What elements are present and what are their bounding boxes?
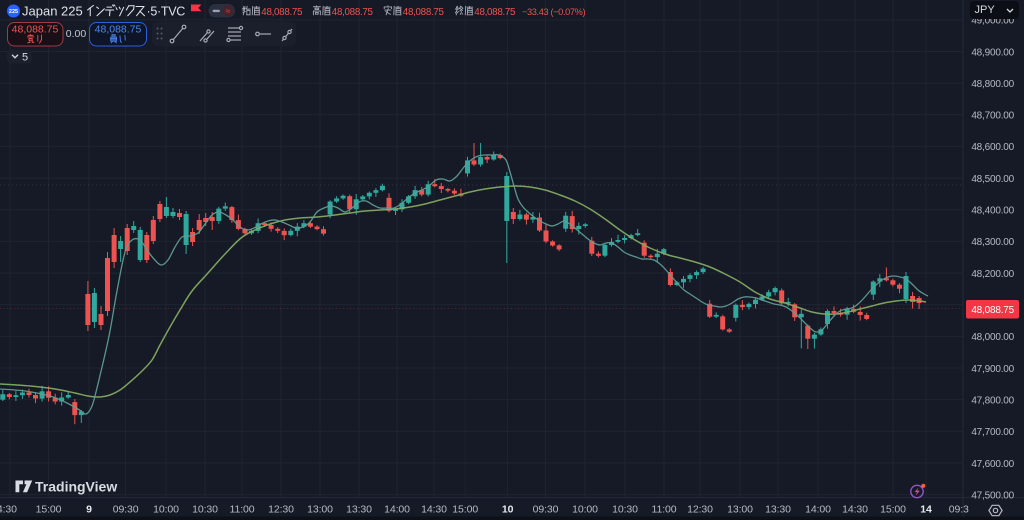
svg-text:14: 14 — [920, 504, 932, 516]
svg-text:≈: ≈ — [226, 6, 231, 16]
svg-text:−33.43 (−0.07%): −33.43 (−0.07%) — [522, 7, 585, 17]
svg-text:10:00: 10:00 — [153, 504, 179, 516]
svg-text:14:30: 14:30 — [0, 504, 17, 516]
svg-text:47,700.00: 47,700.00 — [971, 427, 1014, 438]
svg-text:14:00: 14:00 — [805, 504, 831, 516]
svg-text:47,500.00: 47,500.00 — [971, 490, 1014, 501]
svg-text:48,088.75: 48,088.75 — [12, 24, 59, 36]
svg-text:48,088.75: 48,088.75 — [403, 7, 445, 18]
svg-text:9: 9 — [86, 504, 92, 516]
svg-text:0.00: 0.00 — [66, 28, 87, 40]
svg-text:49,000.00: 49,000.00 — [971, 16, 1014, 27]
svg-text:14:30: 14:30 — [421, 504, 447, 516]
svg-text:13:30: 13:30 — [346, 504, 372, 516]
svg-text:10:30: 10:30 — [192, 504, 218, 516]
svg-text:12:30: 12:30 — [687, 504, 713, 516]
svg-text:48,400.00: 48,400.00 — [971, 206, 1014, 217]
svg-text:48,800.00: 48,800.00 — [971, 79, 1014, 90]
svg-text:14:00: 14:00 — [384, 504, 410, 516]
svg-text:48,300.00: 48,300.00 — [971, 237, 1014, 248]
svg-text:09:30: 09:30 — [113, 504, 139, 516]
svg-text:11:00: 11:00 — [652, 504, 677, 516]
svg-text:48,900.00: 48,900.00 — [971, 47, 1014, 58]
svg-text:48,088.75: 48,088.75 — [95, 24, 142, 36]
svg-text:48,088.75: 48,088.75 — [971, 305, 1014, 316]
svg-text:15:00: 15:00 — [36, 504, 62, 516]
svg-text:48,600.00: 48,600.00 — [971, 142, 1014, 153]
svg-text:48,088.75: 48,088.75 — [261, 7, 303, 18]
svg-text:48,088.75: 48,088.75 — [474, 7, 516, 18]
svg-text:09:3: 09:3 — [949, 504, 969, 516]
svg-text:09:30: 09:30 — [533, 504, 559, 516]
svg-text:48,200.00: 48,200.00 — [971, 269, 1014, 280]
svg-text:48,700.00: 48,700.00 — [971, 111, 1014, 122]
svg-text:10:30: 10:30 — [612, 504, 638, 516]
svg-text:Japan 225: Japan 225 — [22, 4, 83, 19]
svg-text:13:00: 13:00 — [727, 504, 753, 516]
svg-text:47,800.00: 47,800.00 — [971, 395, 1014, 406]
svg-text:10:00: 10:00 — [572, 504, 598, 516]
svg-text:11:00: 11:00 — [230, 504, 255, 516]
svg-text:15:00: 15:00 — [452, 504, 478, 516]
svg-text:13:00: 13:00 — [307, 504, 333, 516]
svg-text:12:30: 12:30 — [268, 504, 294, 516]
svg-text:·5·TVC: ·5·TVC — [147, 5, 186, 19]
svg-text:48,000.00: 48,000.00 — [971, 332, 1014, 343]
svg-text:10: 10 — [502, 504, 514, 516]
svg-text:225: 225 — [9, 9, 18, 15]
svg-text:TradingView: TradingView — [35, 479, 117, 495]
svg-text:47,600.00: 47,600.00 — [971, 459, 1014, 470]
svg-text:15:00: 15:00 — [880, 504, 906, 516]
svg-text:13:30: 13:30 — [765, 504, 791, 516]
svg-text:48,500.00: 48,500.00 — [971, 174, 1014, 185]
svg-text:14:30: 14:30 — [842, 504, 868, 516]
svg-text:48,088.75: 48,088.75 — [332, 7, 374, 18]
svg-text:5: 5 — [22, 52, 28, 64]
svg-text:47,900.00: 47,900.00 — [971, 364, 1014, 375]
